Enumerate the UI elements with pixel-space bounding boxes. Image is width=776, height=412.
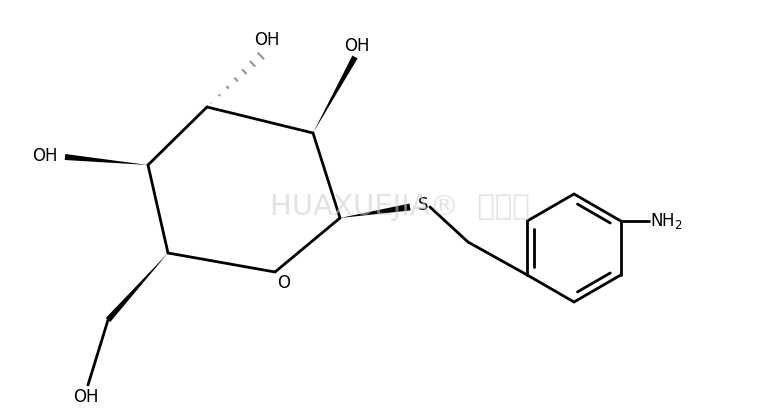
Text: OH: OH [33, 147, 57, 165]
Text: HUAXUEJIA®  化学加: HUAXUEJIA® 化学加 [270, 193, 530, 221]
Polygon shape [313, 56, 358, 133]
Polygon shape [64, 154, 148, 165]
Text: S: S [417, 196, 428, 214]
Polygon shape [340, 204, 411, 218]
Text: O: O [278, 274, 290, 292]
Text: OH: OH [73, 388, 99, 406]
Text: OH: OH [345, 37, 369, 55]
Polygon shape [106, 253, 168, 322]
Text: NH$_2$: NH$_2$ [650, 211, 683, 231]
Text: OH: OH [255, 31, 280, 49]
